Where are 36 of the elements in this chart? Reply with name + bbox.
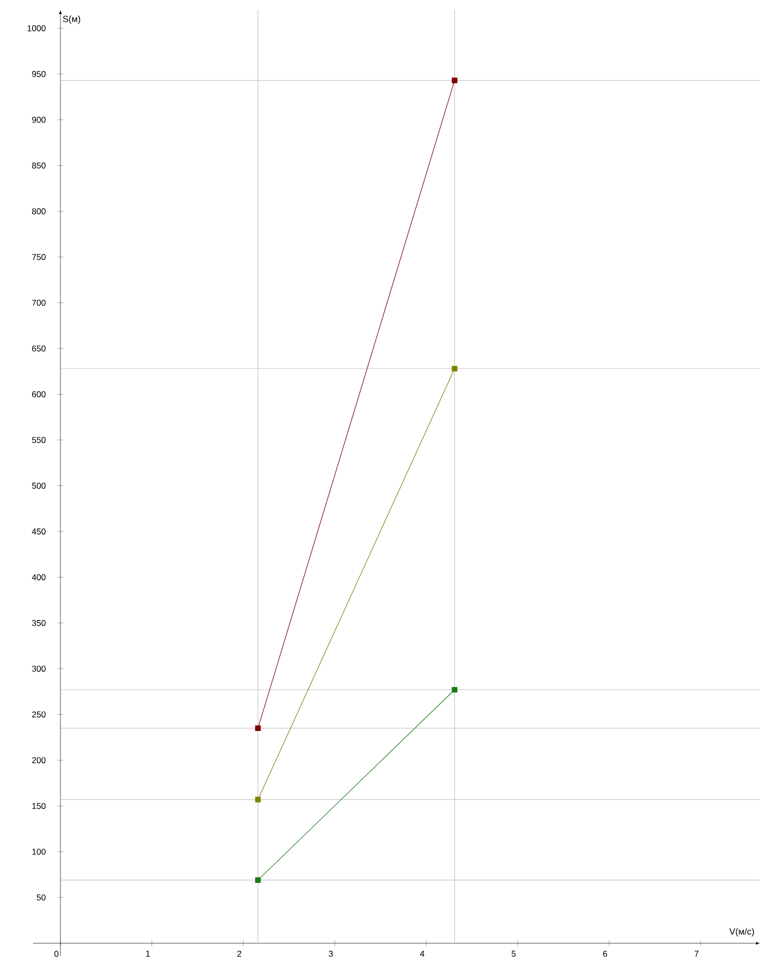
y-axis-title: S(м) [62,16,80,24]
x-tick-label: 2 [237,950,242,957]
y-tick-label: 950 [32,71,46,78]
y-tick-label: 650 [32,346,46,352]
y-tick-label: 150 [32,802,46,809]
y-tick-label: 750 [32,254,46,260]
x-tick-label: 5 [512,950,516,957]
y-tick-label: 350 [32,620,46,626]
point [452,366,458,372]
point [255,725,261,731]
y-tick-label: 50 [36,894,46,900]
y-tick-label: 900 [32,116,46,123]
x-tick-label: 7 [694,950,698,957]
y-tick-label: 200 [32,757,46,764]
x-tick-label: 3 [328,950,333,957]
x-tick-label: 0 [54,950,58,957]
y-tick-label: 300 [32,666,46,672]
y-tick-label: 450 [32,528,46,534]
y-tick-label: 1000 [28,25,46,32]
y-tick-label: 600 [32,391,46,398]
y-tick-label: 800 [32,208,46,214]
y-tick-label: 700 [32,300,46,306]
point [452,686,458,693]
x-axis-title: V(м/с) [729,928,754,936]
point [452,78,458,84]
y-tick-label: 250 [32,711,46,718]
y-tick-label: 550 [32,436,46,443]
point [255,796,261,802]
x-tick-label: 1 [146,950,150,957]
x-tick-label: 6 [603,950,608,957]
x-tick-label: 4 [420,950,424,957]
y-tick-label: 100 [32,848,46,855]
point [255,877,261,883]
y-tick-label: 400 [32,574,46,580]
y-tick-label: 500 [32,482,46,489]
y-tick-label: 850 [32,162,46,169]
